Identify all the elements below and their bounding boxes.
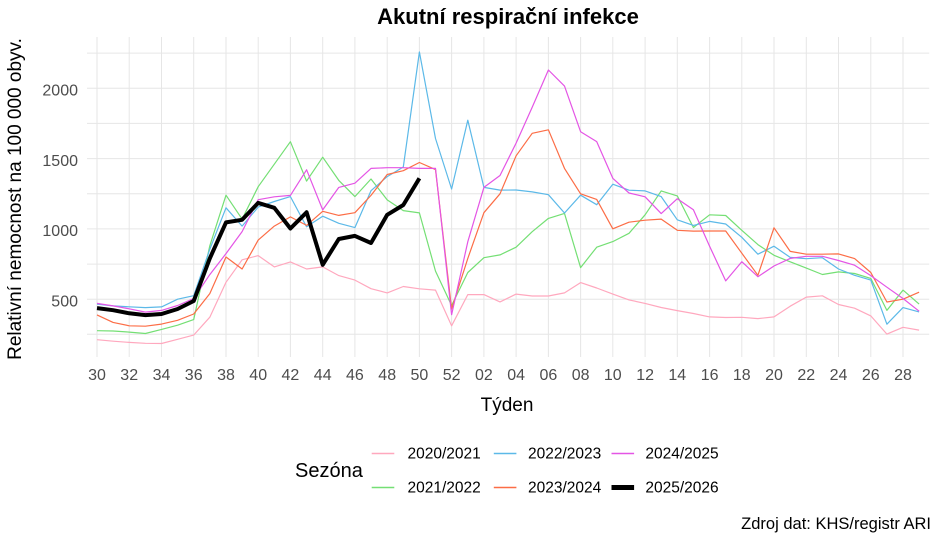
svg-text:04: 04 [507,367,525,384]
svg-text:1500: 1500 [42,153,78,170]
svg-text:22: 22 [797,367,815,384]
svg-text:500: 500 [51,294,78,311]
svg-text:2000: 2000 [42,83,78,100]
svg-text:28: 28 [894,367,912,384]
svg-text:06: 06 [540,367,558,384]
svg-text:34: 34 [153,367,171,384]
svg-text:Akutní respirační infekce: Akutní respirační infekce [377,4,639,29]
svg-text:2022/2023: 2022/2023 [528,446,601,463]
svg-text:12: 12 [636,367,654,384]
svg-text:18: 18 [733,367,751,384]
svg-text:50: 50 [411,367,429,384]
svg-text:Relativní nemocnost na 100 000: Relativní nemocnost na 100 000 obyv. [5,38,26,360]
svg-text:32: 32 [120,367,138,384]
svg-text:42: 42 [282,367,300,384]
svg-text:2021/2022: 2021/2022 [408,480,481,497]
svg-text:48: 48 [378,367,396,384]
svg-text:10: 10 [604,367,622,384]
svg-text:36: 36 [185,367,203,384]
svg-text:2020/2021: 2020/2021 [408,446,481,463]
svg-text:46: 46 [346,367,364,384]
svg-text:2023/2024: 2023/2024 [528,480,602,497]
svg-text:40: 40 [249,367,267,384]
svg-text:14: 14 [668,367,686,384]
svg-text:Zdroj dat: KHS/registr ARI: Zdroj dat: KHS/registr ARI [741,515,931,533]
svg-text:Týden: Týden [481,395,534,416]
svg-text:52: 52 [443,367,461,384]
svg-text:02: 02 [475,367,493,384]
svg-text:16: 16 [701,367,719,384]
svg-text:26: 26 [862,367,880,384]
svg-text:44: 44 [314,367,332,384]
svg-text:30: 30 [88,367,106,384]
svg-text:20: 20 [765,367,783,384]
svg-text:2025/2026: 2025/2026 [645,480,718,497]
svg-text:Sezóna: Sezóna [295,460,364,482]
svg-text:38: 38 [217,367,235,384]
svg-text:24: 24 [830,367,848,384]
svg-text:2024/2025: 2024/2025 [645,446,718,463]
svg-text:08: 08 [572,367,590,384]
svg-text:1000: 1000 [42,223,78,240]
